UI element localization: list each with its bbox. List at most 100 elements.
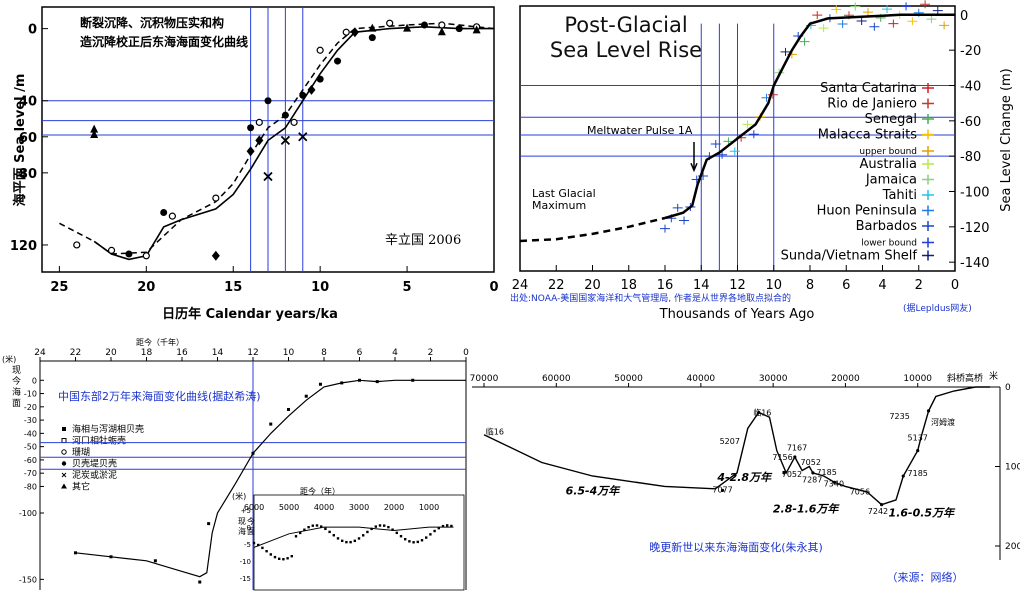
y-axis-label-char: 面 [12, 398, 21, 409]
x-tick-label: 0 [489, 280, 498, 295]
x-tick-label: 12 [729, 278, 746, 293]
source-label: （来源：网络） [887, 570, 964, 584]
filled-circle-point [299, 91, 307, 99]
measurement-point [831, 5, 842, 14]
inset-x-tick-label: 1000 [419, 503, 439, 512]
x-tick-label: 6 [842, 278, 850, 293]
open-circle-point [168, 212, 176, 220]
inset-data-point [261, 546, 264, 550]
inset-data-point [374, 525, 377, 528]
y-axis-label-char: (米) [2, 354, 16, 364]
measurement-point [926, 15, 937, 24]
inset-y-label-char: 海 [238, 526, 246, 536]
inset-data-point [391, 528, 394, 531]
legend-label: 河口相牡蛎壳 [72, 435, 126, 447]
legend-entry-label: upper bound [859, 147, 917, 157]
inset-data-point [416, 540, 419, 544]
measurement-point [939, 21, 950, 30]
inset-data-point [341, 539, 344, 543]
inset-data-point [336, 537, 340, 540]
diamond-point [255, 135, 264, 146]
x-tick-label: 10 [765, 278, 782, 293]
measurement-point [837, 20, 848, 29]
y-tick-label: 0 [960, 9, 968, 24]
open-circle-point [342, 28, 350, 36]
panel-east-china-sea-2006: 断裂沉降、沉积物压实和构 造沉降校正后东海海面变化曲线 辛立国 2006 日历年… [10, 6, 499, 322]
sample-point [879, 503, 884, 507]
credit-note: (据Lepldus网友) [903, 302, 972, 314]
data-point [198, 580, 202, 584]
sample-label: 5137 [908, 433, 928, 442]
triangle-point [90, 129, 99, 138]
measurement-point [920, 0, 931, 9]
chart-title-line-2: Sea Level Rise [550, 38, 702, 62]
inset-x-tick-label: 6000 [244, 503, 264, 512]
inset-data-point [404, 537, 407, 541]
filled-circle-point [281, 111, 289, 119]
site-top-label: 斜桥高桥 [947, 372, 983, 384]
top-x-tick-label: 40000 [687, 374, 716, 384]
inset-data-point [328, 530, 331, 534]
inset-data-point [362, 534, 365, 537]
inset-curve [253, 526, 454, 548]
top-x-tick-label: 8 [321, 348, 327, 358]
sample-point [757, 410, 761, 415]
filled-circle-point [420, 21, 428, 29]
sample-label: 7052 [782, 470, 802, 479]
site-label: 临16 [753, 408, 771, 418]
x-tick-label: 5 [403, 280, 412, 295]
lgm-label-line-1: Last Glacial [532, 187, 596, 200]
sample-label: 7156 [772, 453, 792, 462]
meltwater-pulse-label: Meltwater Pulse 1A [587, 124, 693, 137]
y-tick-label: -100 [960, 186, 990, 201]
sample-label: 7242 [868, 507, 888, 516]
sample-point [916, 449, 920, 453]
y-tick-label: -50 [24, 443, 37, 452]
top-x-tick-label: 20 [105, 348, 117, 358]
chart-title-part-2: 造沉降校正后东海海面变化曲线 [80, 34, 248, 49]
x-tick-label: 16 [657, 278, 674, 293]
y-tick-label: -150 [19, 575, 37, 584]
legend-label: 珊瑚 [72, 447, 90, 458]
y-axis-label-char: 海 [12, 386, 21, 398]
chart-title: 晚更新世以来东海海面变化(朱永其) [649, 540, 823, 554]
inset-y-tick-label: 0 [247, 524, 251, 532]
inset-data-point [349, 540, 352, 544]
y-tick-label: -70 [24, 469, 37, 478]
inset-data-point [408, 540, 411, 543]
inset-data-point [357, 537, 361, 540]
measurement-point [672, 203, 683, 212]
y-tick-label: -60 [24, 456, 37, 465]
inset-data-point [257, 543, 260, 547]
y-tick-label: -10 [24, 390, 37, 399]
x-tick-label: 10 [311, 280, 329, 295]
open-circle-point [438, 21, 446, 29]
inset-data-point [332, 534, 335, 537]
legend-entry-marker [922, 250, 934, 261]
top-x-tick-label: 24 [34, 348, 46, 358]
sample-point [926, 409, 931, 413]
legend-entry-label: lower bound [861, 239, 917, 249]
legend-entry-marker [922, 83, 934, 93]
x-tick-label: 8 [806, 278, 814, 293]
inset-data-point [399, 535, 403, 538]
legend-label: 其它 [72, 481, 90, 493]
inset-data-point [441, 524, 445, 528]
legend-entry-marker [922, 237, 934, 248]
measurement-point [710, 140, 721, 149]
inset-data-point [320, 525, 323, 528]
open-circle-point [316, 46, 324, 54]
top-x-tick-label: 50000 [614, 374, 643, 384]
measurement-point [818, 24, 829, 33]
cross-point [298, 132, 308, 142]
measurement-point [742, 120, 753, 129]
y-tick-label: -80 [24, 482, 37, 491]
sample-point [782, 471, 786, 475]
diamond-point [246, 146, 255, 157]
top-x-tick-label: 16 [176, 348, 188, 358]
inset-data-point [370, 527, 373, 531]
inset-data-point [420, 539, 424, 542]
site-label: 临16 [486, 427, 504, 437]
inset-data-point [278, 557, 281, 560]
legend-entry-label: Santa Catarina [820, 81, 917, 96]
